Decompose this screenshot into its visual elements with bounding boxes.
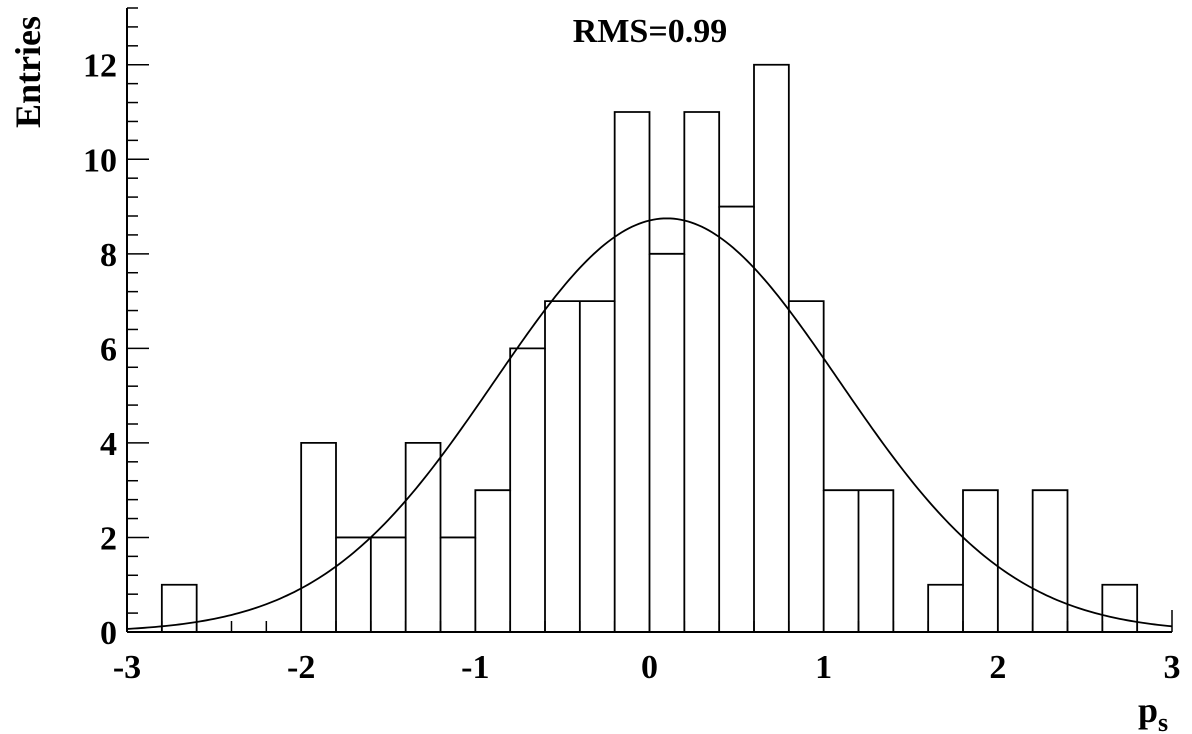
x-tick-label: -1 bbox=[461, 649, 489, 686]
x-axis-title-base: p bbox=[1138, 690, 1158, 730]
y-tick-label: 6 bbox=[100, 331, 117, 368]
gaussian-fit-curve bbox=[126, 217, 1173, 630]
y-tick-label: 4 bbox=[100, 426, 117, 463]
histogram-outline bbox=[127, 63, 1172, 633]
y-axis-title: Entries bbox=[8, 16, 48, 128]
x-tick-label: -3 bbox=[113, 649, 141, 686]
y-tick-label: 8 bbox=[100, 237, 117, 274]
y-tick-label: 12 bbox=[83, 48, 117, 85]
y-tick-label: 0 bbox=[100, 615, 117, 652]
x-tick-label: 0 bbox=[641, 649, 658, 686]
x-axis-title: ps bbox=[1138, 690, 1168, 734]
histogram-bars bbox=[127, 63, 1172, 633]
rms-annotation: RMS=0.99 bbox=[573, 13, 727, 50]
x-tick-label: 3 bbox=[1164, 649, 1181, 686]
y-tick-label: 10 bbox=[83, 142, 117, 179]
y-tick-label: 2 bbox=[100, 520, 117, 557]
x-axis-title-subscript: s bbox=[1158, 708, 1168, 734]
x-tick-label: 2 bbox=[989, 649, 1006, 686]
gaussian-fit bbox=[126, 217, 1173, 630]
x-tick-label: -2 bbox=[287, 649, 315, 686]
x-tick-label: 1 bbox=[815, 649, 832, 686]
